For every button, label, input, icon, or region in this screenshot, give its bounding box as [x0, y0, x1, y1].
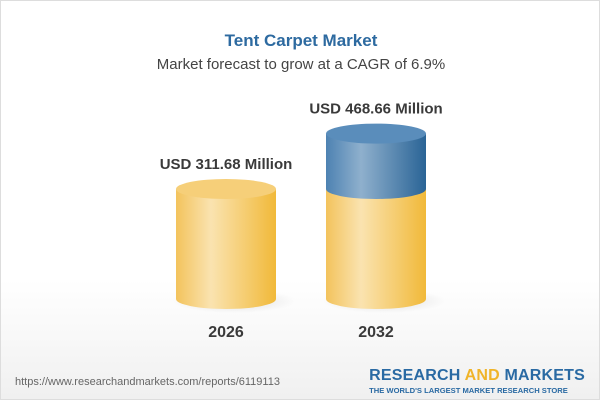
- category-label-2032: 2032: [358, 324, 394, 341]
- research-and-markets-logo: RESEARCH AND MARKETS THE WORLD'S LARGEST…: [369, 367, 585, 395]
- cylinder-base-segment-2032: [326, 189, 426, 309]
- data-label-2026: USD 311.68 Million: [160, 156, 293, 173]
- chart-title: Tent Carpet Market: [224, 31, 378, 50]
- cylinder-body-2026: [176, 189, 276, 309]
- cylinder-top-2026: [176, 179, 276, 199]
- data-label-2032: USD 468.66 Million: [309, 101, 442, 118]
- category-label-2026: 2026: [208, 324, 244, 341]
- cylinder-top-2032: [326, 123, 426, 144]
- chart-subtitle: Market forecast to grow at a CAGR of 6.9…: [156, 56, 446, 73]
- source-url[interactable]: https://www.researchandmarkets.com/repor…: [15, 376, 280, 388]
- cylinder-growth-segment-2032: [326, 133, 426, 199]
